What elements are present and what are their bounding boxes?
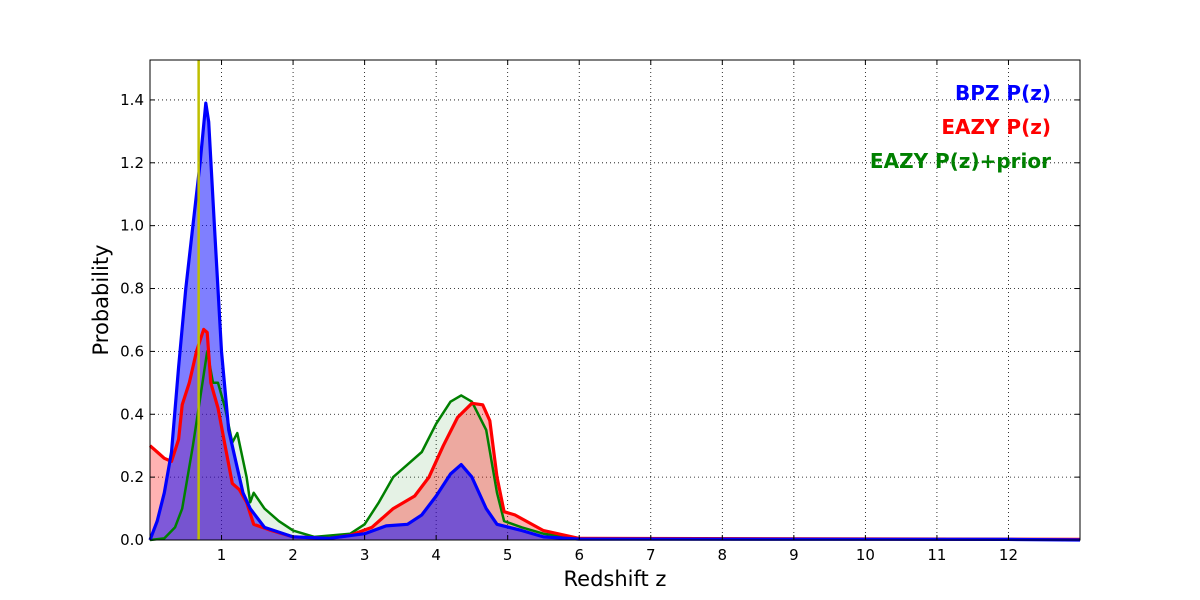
x-tick-label: 9 (789, 546, 799, 564)
legend: BPZ P(z) EAZY P(z) EAZY P(z)+prior (870, 81, 1051, 173)
y-tick-label: 0.6 (120, 342, 144, 360)
y-tick-label: 0.2 (120, 468, 144, 486)
x-tick-label: 3 (360, 546, 370, 564)
series-areas (148, 101, 1081, 542)
line-eazy-p-z (148, 327, 1081, 541)
x-tick-label: 12 (999, 546, 1018, 564)
y-tick-label: 1.0 (120, 217, 144, 235)
x-axis-label: Redshift z (564, 567, 667, 591)
y-tick-label: 0.4 (120, 405, 144, 423)
x-tick-label: 7 (646, 546, 656, 564)
x-tick-label: 8 (718, 546, 728, 564)
legend-entry: BPZ P(z) (955, 81, 1051, 105)
x-tick-label: 1 (217, 546, 227, 564)
legend-entry: EAZY P(z) (941, 115, 1051, 139)
x-tick-label: 2 (288, 546, 298, 564)
y-tick-label: 1.2 (120, 154, 144, 172)
line-bpz-p-z (148, 101, 1081, 542)
area-eazy-p-z (150, 329, 1080, 540)
legend-entry: EAZY P(z)+prior (870, 149, 1051, 173)
plot-frame (149, 59, 1081, 541)
x-tick-label: 4 (431, 546, 441, 564)
x-tick-label: 11 (927, 546, 946, 564)
x-tick-label: 5 (503, 546, 513, 564)
x-tick-label: 10 (856, 546, 875, 564)
y-tick-label: 1.4 (120, 91, 144, 109)
y-tick-label: 0.0 (120, 531, 144, 549)
ticks: 1 2 3 4 5 6 7 8 9 10 11 120.00.20.40.60.81.01.21.4 (120, 60, 1080, 564)
y-axis-label: Probability (89, 244, 113, 355)
line-eazy-p-z-prior (149, 350, 1081, 542)
area-eazy-p-z-prior (150, 351, 1080, 540)
x-tick-label: 6 (574, 546, 584, 564)
y-tick-label: 0.8 (120, 280, 144, 298)
